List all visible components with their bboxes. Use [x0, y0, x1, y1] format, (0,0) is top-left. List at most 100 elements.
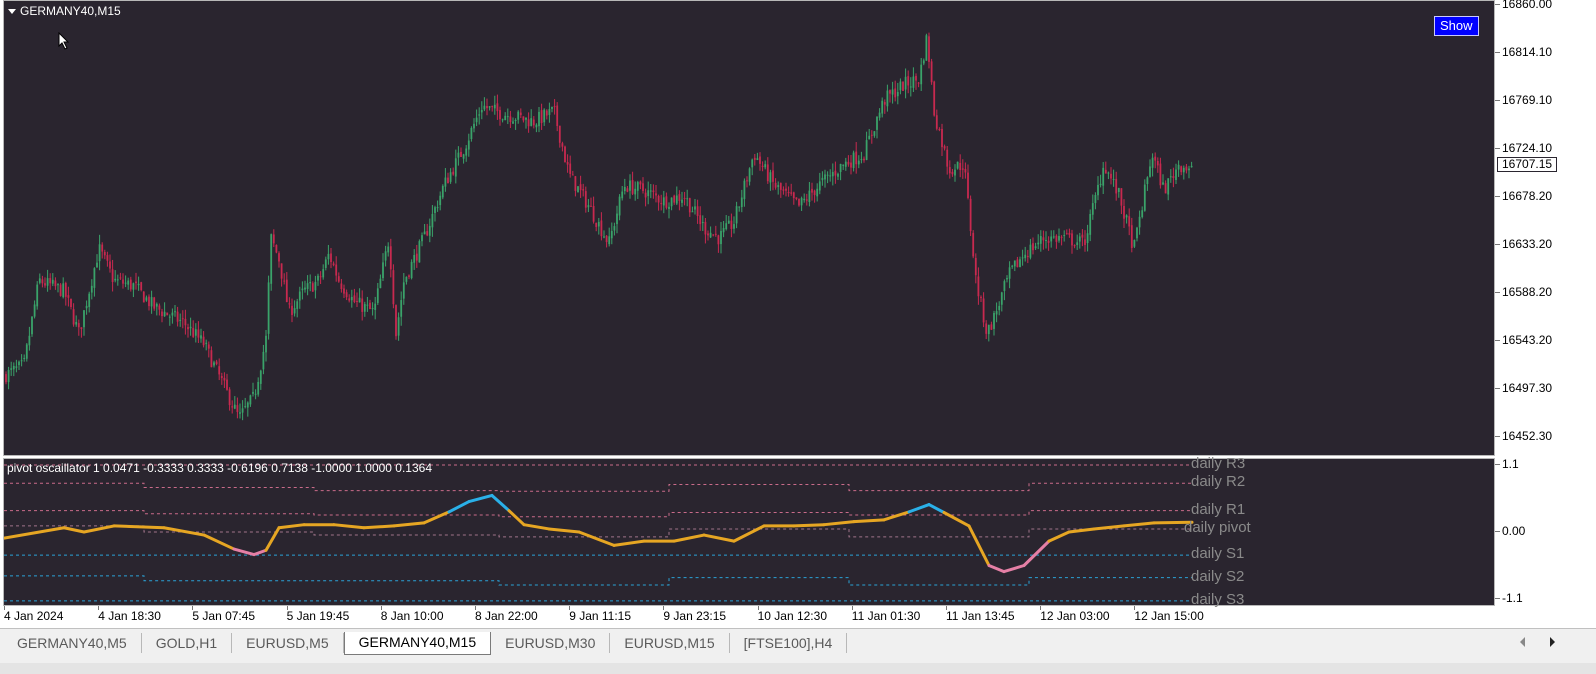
candle-body: [956, 161, 959, 169]
candle-body: [564, 146, 566, 163]
candle-body: [1104, 169, 1107, 174]
candle-body: [25, 344, 28, 359]
candle-body: [579, 184, 582, 191]
candle-body: [566, 161, 569, 165]
oscillator-segment: [507, 509, 526, 527]
symbol-title[interactable]: GERMANY40,M15: [8, 4, 121, 18]
candle-body: [252, 391, 254, 394]
oscillator-svg[interactable]: [4, 459, 1494, 605]
tab-chart[interactable]: EURUSD,M5: [232, 633, 344, 653]
pivot-level-line: [4, 482, 1192, 492]
candle-body: [577, 186, 579, 193]
price-axis-tick: [1495, 340, 1500, 341]
candle-body: [348, 298, 351, 301]
tab-chart[interactable]: GERMANY40,M15: [343, 632, 492, 655]
candle-body: [587, 205, 590, 208]
candle-body: [262, 351, 265, 370]
oscillator-pane[interactable]: [3, 458, 1495, 606]
candle-body: [766, 164, 769, 182]
candle-body: [561, 143, 564, 147]
candle-body: [556, 105, 559, 126]
scroll-right-icon[interactable]: [1550, 637, 1555, 647]
scroll-left-icon[interactable]: [1520, 637, 1525, 647]
candle-body: [800, 198, 803, 206]
candle-body: [777, 185, 780, 188]
candle-body: [519, 112, 522, 116]
candle-body: [509, 116, 512, 122]
candle-body: [20, 360, 23, 362]
price-chart-pane[interactable]: [3, 0, 1495, 456]
candle-body: [1081, 234, 1084, 238]
candle-body: [595, 222, 598, 227]
candle-body: [998, 305, 1001, 311]
tab-chart[interactable]: GOLD,H1: [142, 633, 233, 653]
candle-body: [75, 321, 78, 325]
candle-body: [995, 311, 998, 315]
candle-body: [270, 234, 273, 284]
candle-body: [1063, 235, 1066, 237]
tab-chart[interactable]: EURUSD,M30: [491, 633, 611, 653]
candle-body: [213, 362, 215, 366]
candle-body: [31, 316, 33, 335]
oscillator-segment: [672, 533, 706, 543]
candle-body: [366, 304, 369, 306]
show-button[interactable]: Show: [1434, 16, 1479, 36]
candle-body: [803, 198, 806, 201]
candle-body: [808, 190, 811, 203]
horizontal-scrollbar[interactable]: [0, 663, 1596, 674]
pivot-level-label: daily pivot: [1184, 518, 1251, 536]
candle-body: [33, 304, 36, 317]
candle-body: [980, 296, 982, 298]
oscillator-axis-tick: [1495, 598, 1500, 599]
candle-body: [480, 110, 483, 113]
candle-body: [839, 163, 842, 172]
candle-body: [1094, 195, 1097, 204]
tab-chart[interactable]: EURUSD,M15: [610, 633, 730, 653]
candle-body: [1130, 225, 1133, 249]
dropdown-arrow-icon[interactable]: [8, 8, 16, 14]
candle-body: [571, 174, 574, 176]
candle-body: [444, 177, 447, 187]
candle-body: [233, 404, 236, 409]
tab-chart[interactable]: GERMANY40,M5: [3, 633, 142, 653]
candle-body: [51, 279, 54, 284]
candle-body: [38, 278, 41, 283]
candle-body: [1123, 205, 1125, 219]
candle-body: [457, 152, 460, 158]
candle-body: [473, 123, 475, 129]
time-axis-label: 11 Jan 13:45: [946, 609, 1015, 623]
candle-body: [1071, 233, 1073, 246]
candle-body: [608, 236, 611, 245]
candle-body: [1128, 216, 1131, 227]
tab-chart[interactable]: [FTSE100],H4: [730, 633, 848, 653]
price-axis-tick: [1495, 4, 1500, 5]
candle-body: [413, 255, 416, 263]
candle-body: [613, 226, 616, 231]
oscillator-segment: [82, 524, 116, 534]
candle-body: [597, 221, 600, 227]
candle-body: [1078, 236, 1081, 242]
candle-body: [590, 205, 592, 207]
candle-body: [678, 194, 681, 201]
candle-body: [1120, 188, 1123, 206]
candle-body: [400, 300, 403, 317]
candle-body: [681, 199, 683, 203]
candle-body: [402, 282, 405, 299]
candle-body: [764, 164, 767, 168]
chart-area[interactable]: GERMANY40,M15 Show 16860.00 16814.10 16769…: [0, 0, 1596, 628]
candle-body: [694, 206, 696, 210]
candle-body: [187, 327, 189, 330]
candle-body: [345, 292, 348, 298]
candle-body: [834, 170, 837, 176]
price-chart-svg[interactable]: [4, 1, 1494, 455]
candle-body: [293, 308, 296, 314]
candle-body: [870, 134, 873, 136]
candle-body: [405, 276, 408, 282]
candle-body: [709, 232, 712, 238]
oscillator-segment: [987, 564, 1006, 574]
candle-body: [1029, 244, 1032, 258]
candle-body: [119, 277, 122, 279]
candle-body: [759, 156, 761, 164]
candle-body: [535, 124, 538, 128]
candle-body: [298, 291, 301, 301]
